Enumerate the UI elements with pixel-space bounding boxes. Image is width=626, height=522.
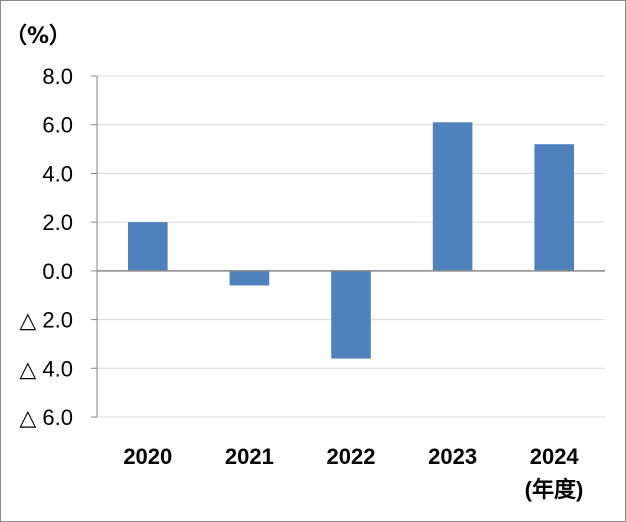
- bar-2021: [229, 270, 270, 286]
- y-tick-label: 2.0: [42, 210, 73, 235]
- y-axis: 8.0 6.0 4.0 2.0 0.0 △ 2.0 △ 4.0 △ 6.0: [19, 64, 98, 430]
- x-tick-label: 2024: [530, 444, 580, 469]
- y-tick-label: △ 4.0: [19, 356, 73, 381]
- y-tick-label: △ 2.0: [19, 308, 73, 333]
- bar-2024: [534, 144, 575, 271]
- y-tick-label: 6.0: [42, 113, 73, 138]
- y-unit-label: （%）: [5, 24, 71, 49]
- bars: [127, 122, 575, 359]
- x-tick-label: 2023: [428, 444, 477, 469]
- y-tick-label: 8.0: [42, 64, 73, 89]
- gridlines: [97, 75, 605, 418]
- y-tick-label: △ 6.0: [19, 405, 73, 430]
- x-axis: 2020 2021 2022 2023 2024: [97, 270, 605, 469]
- bar-2022: [331, 270, 371, 359]
- bar-2020: [127, 222, 168, 271]
- x-unit-label: (年度): [525, 477, 584, 502]
- x-tick-label: 2021: [225, 444, 274, 469]
- x-tick-label: 2020: [123, 444, 172, 469]
- y-tick-label: 0.0: [42, 259, 73, 284]
- bar-2023: [432, 122, 473, 271]
- y-tick-label: 4.0: [42, 161, 73, 186]
- x-tick-label: 2022: [327, 444, 376, 469]
